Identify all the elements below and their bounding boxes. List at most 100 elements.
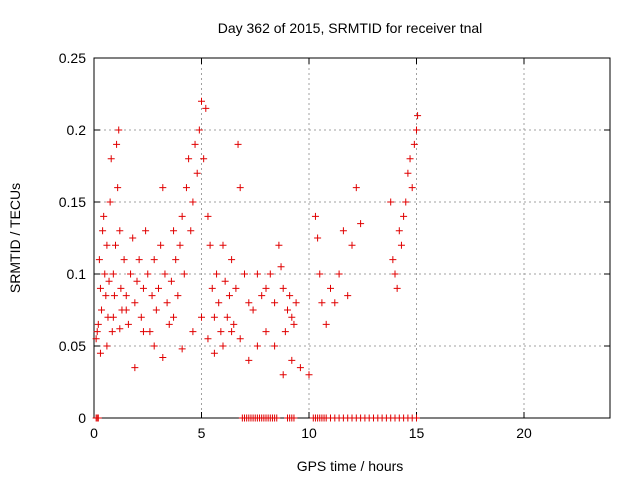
data-point [217, 328, 225, 336]
data-point [165, 320, 173, 328]
data-point [106, 198, 114, 206]
data-point [230, 320, 238, 328]
data-point [120, 256, 128, 264]
data-point [245, 299, 253, 307]
data-point [393, 284, 401, 292]
data-point [228, 328, 236, 336]
data-point [318, 299, 326, 307]
data-point [148, 292, 156, 300]
data-point [236, 335, 244, 343]
data-point [105, 277, 113, 285]
data-point [408, 184, 416, 192]
data-point [96, 349, 104, 357]
data-point [198, 97, 205, 105]
data-point [410, 140, 418, 148]
data-point [142, 227, 150, 235]
data-point [213, 270, 221, 278]
data-point [133, 277, 141, 285]
data-point [122, 306, 130, 314]
data-point [189, 198, 197, 206]
data-point [174, 292, 182, 300]
data-point [314, 234, 322, 242]
y-tick-label: 0.2 [67, 122, 87, 138]
data-point [163, 299, 171, 307]
data-point [286, 292, 294, 300]
data-point [195, 126, 203, 134]
data-point [275, 241, 283, 249]
data-point [344, 292, 352, 300]
data-point [102, 292, 110, 300]
y-tick-label: 0 [78, 410, 86, 426]
data-point [202, 104, 210, 112]
data-point [109, 270, 117, 278]
data-point [311, 212, 319, 220]
data-point [234, 140, 242, 148]
data-point [94, 414, 102, 422]
data-point [170, 227, 178, 235]
data-point [335, 270, 343, 278]
plot-frame [93, 57, 611, 419]
data-point [262, 284, 270, 292]
data-point [245, 356, 253, 364]
data-point [139, 328, 147, 336]
data-point [391, 270, 399, 278]
data-point [99, 227, 107, 235]
data-point [219, 241, 227, 249]
data-point [327, 284, 334, 292]
data-point [402, 198, 410, 206]
y-tick-label: 0.15 [59, 194, 86, 210]
data-point [92, 335, 100, 343]
data-point [131, 364, 139, 372]
data-point [135, 256, 143, 264]
data-point [103, 241, 111, 249]
x-tick-label: 5 [198, 425, 206, 441]
y-axis-label: SRMTID / TECUs [7, 183, 23, 293]
data-point [236, 184, 244, 192]
data-point [258, 292, 266, 300]
data-point [93, 328, 101, 336]
data-point [331, 299, 339, 307]
data-point [157, 241, 165, 249]
data-point [103, 342, 111, 350]
data-point [189, 328, 197, 336]
data-point [271, 299, 279, 307]
x-tick-label: 20 [516, 425, 532, 441]
grid [94, 58, 610, 418]
data-point [95, 256, 103, 264]
x-axis-label: GPS time / hours [297, 458, 404, 474]
data-point [198, 313, 205, 321]
data-point [114, 184, 122, 192]
data-point [395, 227, 403, 235]
data-point [101, 270, 109, 278]
y-tick-label: 0.05 [59, 338, 86, 354]
data-point [413, 414, 420, 422]
data-point [292, 299, 300, 307]
data-point [271, 342, 279, 350]
data-point [150, 342, 158, 350]
data-point [178, 345, 186, 353]
data-point [305, 371, 313, 379]
data-point [96, 284, 104, 292]
data-point [193, 169, 201, 177]
data-point [113, 140, 121, 148]
data-point [232, 284, 240, 292]
data-point [290, 414, 298, 422]
data-point [253, 342, 261, 350]
data-point [348, 241, 356, 249]
data-point [127, 270, 135, 278]
data-point [357, 220, 365, 228]
data-point [108, 328, 116, 336]
data-point [219, 342, 227, 350]
data-point [206, 241, 214, 249]
data-points [92, 97, 422, 422]
data-point [352, 184, 360, 192]
data-point [98, 306, 106, 314]
data-point [139, 284, 147, 292]
data-point [117, 284, 125, 292]
data-point [144, 270, 152, 278]
data-point [124, 320, 132, 328]
data-point [178, 212, 186, 220]
x-tick-label: 0 [90, 425, 98, 441]
data-point [253, 270, 261, 278]
data-point [387, 198, 395, 206]
